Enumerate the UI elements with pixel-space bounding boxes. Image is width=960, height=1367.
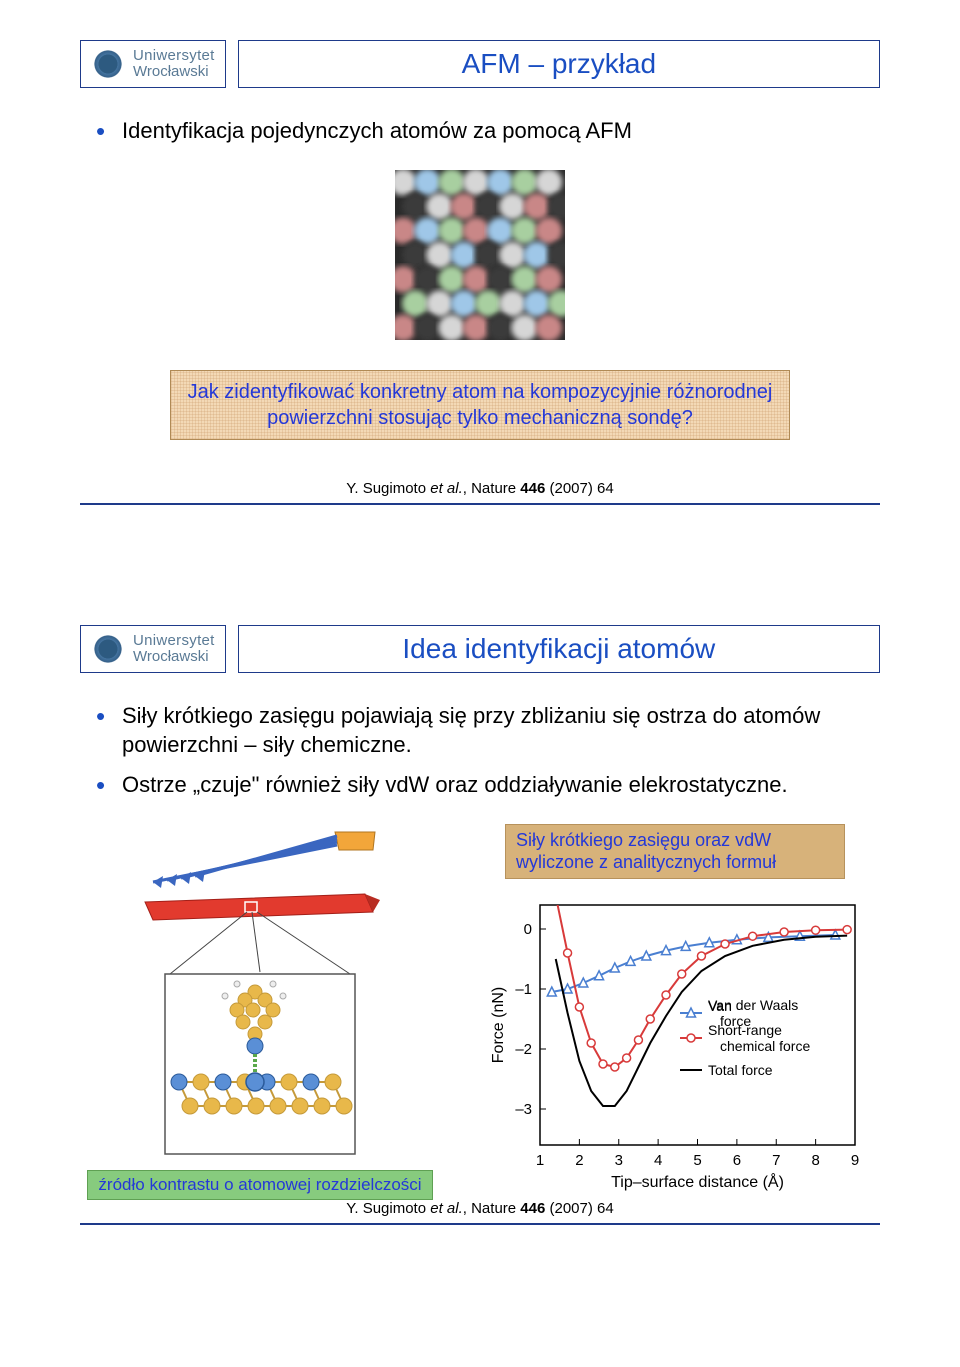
slide1-bullet-1: Identyfikacja pojedynczych atomów za pom…	[96, 116, 880, 146]
slide2-header: Uniwersytet Wrocławski Idea identyfikacj…	[80, 625, 880, 673]
citation-etal: et al.	[430, 480, 463, 497]
citation-vol: 446	[520, 1200, 545, 1217]
slide2-bullet-2: Ostrze „czuje" również siły vdW oraz odd…	[96, 770, 880, 800]
university-logo: Uniwersytet Wrocławski	[80, 40, 226, 88]
tan-caption: Siły krótkiego zasięgu oraz vdW wyliczon…	[505, 824, 845, 879]
slide2-figure-row: źródło kontrastu o atomowej rozdzielczoś…	[80, 824, 880, 1200]
citation-tail: (2007) 64	[545, 480, 613, 497]
svg-text:9: 9	[851, 1152, 859, 1169]
logo-line1: Uniwersytet	[133, 48, 215, 64]
svg-text:5: 5	[693, 1152, 701, 1169]
green-caption: źródło kontrastu o atomowej rozdzielczoś…	[87, 1170, 432, 1200]
svg-text:Short-range: Short-range	[708, 1022, 782, 1038]
citation-prefix: Y. Sugimoto	[346, 1200, 430, 1217]
logo-line2: Wrocławski	[133, 649, 215, 665]
svg-text:Tip–surface distance (Å): Tip–surface distance (Å)	[611, 1172, 784, 1191]
eagle-emblem-icon	[91, 47, 125, 81]
citation-suffix: , Nature	[463, 480, 521, 497]
logo-line1: Uniwersytet	[133, 633, 215, 649]
svg-text:6: 6	[733, 1152, 741, 1169]
slide2-title: Idea identyfikacji atomów	[402, 633, 715, 665]
force-distance-chart: 0 –1 –2 –3 1 2 3 4 5 6 7 8 9 Force (nN) Tip–surface di…	[485, 895, 865, 1195]
slide2-title-box: Idea identyfikacji atomów	[238, 625, 880, 673]
citation-tail: (2007) 64	[545, 1200, 613, 1217]
university-logo: Uniwersytet Wrocławski	[80, 625, 226, 673]
svg-text:3: 3	[615, 1152, 623, 1169]
logo-text: Uniwersytet Wrocławski	[133, 633, 215, 665]
svg-text:4: 4	[654, 1152, 662, 1169]
slide-idea: Uniwersytet Wrocławski Idea identyfikacj…	[0, 585, 960, 1245]
svg-text:0: 0	[524, 921, 532, 938]
svg-text:Total force: Total force	[708, 1062, 773, 1078]
eagle-emblem-icon	[91, 632, 125, 666]
force-chart-column: Siły krótkiego zasięgu oraz vdW wyliczon…	[470, 824, 880, 1195]
slide1-title: AFM – przykład	[462, 48, 657, 80]
citation-suffix: , Nature	[463, 1200, 521, 1217]
slide-separator	[0, 525, 960, 585]
tip-schematic	[125, 824, 395, 1164]
slide1-bullets: Identyfikacja pojedynczych atomów za pom…	[80, 116, 880, 146]
slide1-citation: Y. Sugimoto et al., Nature 446 (2007) 64	[80, 480, 880, 497]
svg-text:2: 2	[575, 1152, 583, 1169]
svg-text:Van der Waals: Van der Waals	[708, 997, 798, 1013]
citation-vol: 446	[520, 480, 545, 497]
slide1-title-box: AFM – przykład	[238, 40, 880, 88]
slide2-bullets: Siły krótkiego zasięgu pojawiają się prz…	[80, 701, 880, 800]
svg-text:–3: –3	[515, 1101, 532, 1118]
tip-figure-column: źródło kontrastu o atomowej rozdzielczoś…	[80, 824, 440, 1200]
slide1-footer-rule	[80, 503, 880, 505]
slide1-header: Uniwersytet Wrocławski AFM – przykład	[80, 40, 880, 88]
svg-text:chemical force: chemical force	[720, 1038, 810, 1054]
svg-text:8: 8	[811, 1152, 819, 1169]
slide2-bullet-1: Siły krótkiego zasięgu pojawiają się prz…	[96, 701, 880, 760]
afm-atomic-image	[395, 170, 565, 340]
svg-text:Force (nN): Force (nN)	[490, 987, 507, 1063]
svg-text:–2: –2	[515, 1041, 532, 1058]
slide2-citation: Y. Sugimoto et al., Nature 446 (2007) 64	[80, 1200, 880, 1217]
svg-text:–1: –1	[515, 981, 532, 998]
svg-text:7: 7	[772, 1152, 780, 1169]
question-banner: Jak zidentyfikować konkretny atom na kom…	[170, 370, 790, 440]
slide-afm-example: Uniwersytet Wrocławski AFM – przykład Id…	[0, 0, 960, 525]
svg-text:1: 1	[536, 1152, 544, 1169]
slide2-footer-rule	[80, 1223, 880, 1225]
citation-etal: et al.	[430, 1200, 463, 1217]
logo-text: Uniwersytet Wrocławski	[133, 48, 215, 80]
logo-line2: Wrocławski	[133, 64, 215, 80]
citation-prefix: Y. Sugimoto	[346, 480, 430, 497]
